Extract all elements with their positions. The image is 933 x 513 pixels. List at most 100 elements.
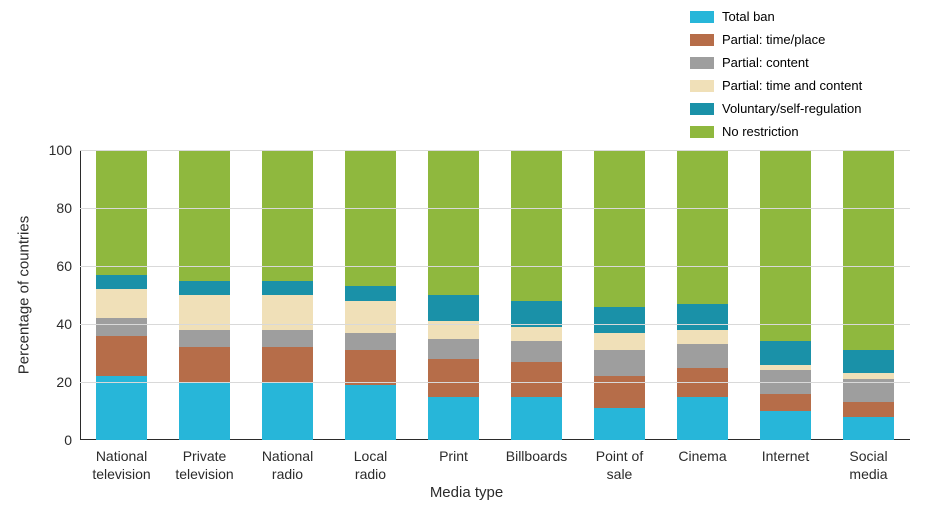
bar-segment <box>511 362 562 397</box>
bar <box>843 150 894 440</box>
bar-segment <box>677 344 728 367</box>
bar-segment <box>511 397 562 441</box>
gridline <box>80 150 910 151</box>
bar-segment <box>96 336 147 377</box>
bar-segment <box>843 402 894 417</box>
x-tick-label: Private television <box>160 440 250 483</box>
bar-segment <box>677 330 728 345</box>
bar-segment <box>428 150 479 295</box>
bar-segment <box>594 376 645 408</box>
x-tick-label: Internet <box>741 440 831 466</box>
legend-item: Partial: time and content <box>690 75 862 96</box>
x-tick-label: Billboards <box>492 440 582 466</box>
bar-segment <box>345 385 396 440</box>
bar-segment <box>677 304 728 330</box>
bar <box>96 150 147 440</box>
bar <box>511 150 562 440</box>
bar-segment <box>345 350 396 385</box>
x-tick-label: Print <box>409 440 499 466</box>
x-tick-label: National television <box>77 440 167 483</box>
bar-segment <box>262 330 313 347</box>
bar-segment <box>428 295 479 321</box>
x-axis-title: Media type <box>430 484 503 501</box>
bar-segment <box>179 150 230 281</box>
legend-label: Partial: content <box>722 52 809 73</box>
bar-segment <box>511 301 562 327</box>
bar-segment <box>760 365 811 371</box>
bar-segment <box>179 347 230 382</box>
bar-segment <box>262 347 313 382</box>
legend-item: Total ban <box>690 6 862 27</box>
legend-swatch <box>690 57 714 69</box>
gridline <box>80 382 910 383</box>
legend-swatch <box>690 34 714 46</box>
bar-segment <box>677 397 728 441</box>
bar-segment <box>594 408 645 440</box>
bar-segment <box>345 301 396 333</box>
bar-segment <box>96 275 147 290</box>
bar-segment <box>511 341 562 361</box>
x-tick-label: Point of sale <box>575 440 665 483</box>
bar-segment <box>262 281 313 296</box>
gridline <box>80 324 910 325</box>
legend-swatch <box>690 80 714 92</box>
bar-segment <box>428 397 479 441</box>
bar-segment <box>843 150 894 350</box>
bar-segment <box>345 333 396 350</box>
bar-segment <box>345 286 396 301</box>
bar-segment <box>428 359 479 397</box>
legend-item: No restriction <box>690 121 862 142</box>
y-tick-label: 100 <box>32 142 80 158</box>
bar-segment <box>760 341 811 364</box>
y-axis-title: Percentage of countries <box>16 216 33 374</box>
bar-segment <box>843 350 894 373</box>
bar <box>179 150 230 440</box>
bar-segment <box>594 333 645 350</box>
x-tick-label: Local radio <box>326 440 416 483</box>
x-tick-label: Social media <box>824 440 914 483</box>
bar-segment <box>96 376 147 440</box>
x-tick-label: National radio <box>243 440 333 483</box>
legend-label: Total ban <box>722 6 775 27</box>
x-tick-label: Cinema <box>658 440 748 466</box>
bar-segment <box>262 150 313 281</box>
y-tick-label: 80 <box>32 200 80 216</box>
y-tick-label: 60 <box>32 258 80 274</box>
bar-segment <box>96 150 147 275</box>
bar <box>594 150 645 440</box>
bar <box>428 150 479 440</box>
y-tick-label: 40 <box>32 316 80 332</box>
stacked-bar-chart: Total banPartial: time/placePartial: con… <box>0 0 933 513</box>
bar <box>760 150 811 440</box>
bar-segment <box>594 350 645 376</box>
bar-segment <box>96 318 147 335</box>
bar <box>677 150 728 440</box>
bar-segment <box>179 330 230 347</box>
bar-segment <box>594 307 645 333</box>
bar-segment <box>179 382 230 440</box>
bar <box>345 150 396 440</box>
legend-label: Partial: time and content <box>722 75 862 96</box>
bar-segment <box>677 150 728 304</box>
legend-label: No restriction <box>722 121 799 142</box>
legend-swatch <box>690 103 714 115</box>
legend-swatch <box>690 126 714 138</box>
bar-segment <box>511 150 562 301</box>
bars-container <box>80 150 910 440</box>
legend-swatch <box>690 11 714 23</box>
bar-segment <box>511 327 562 342</box>
gridline <box>80 208 910 209</box>
legend-label: Voluntary/self-regulation <box>722 98 861 119</box>
bar-segment <box>179 281 230 296</box>
bar-segment <box>760 394 811 411</box>
bar-segment <box>262 382 313 440</box>
y-tick-label: 0 <box>32 432 80 448</box>
bar <box>262 150 313 440</box>
bar-segment <box>428 339 479 359</box>
bar-segment <box>760 150 811 341</box>
bar-segment <box>760 411 811 440</box>
plot-area: 020406080100National televisionPrivate t… <box>80 150 910 440</box>
legend: Total banPartial: time/placePartial: con… <box>690 6 862 144</box>
legend-item: Voluntary/self-regulation <box>690 98 862 119</box>
legend-item: Partial: time/place <box>690 29 862 50</box>
